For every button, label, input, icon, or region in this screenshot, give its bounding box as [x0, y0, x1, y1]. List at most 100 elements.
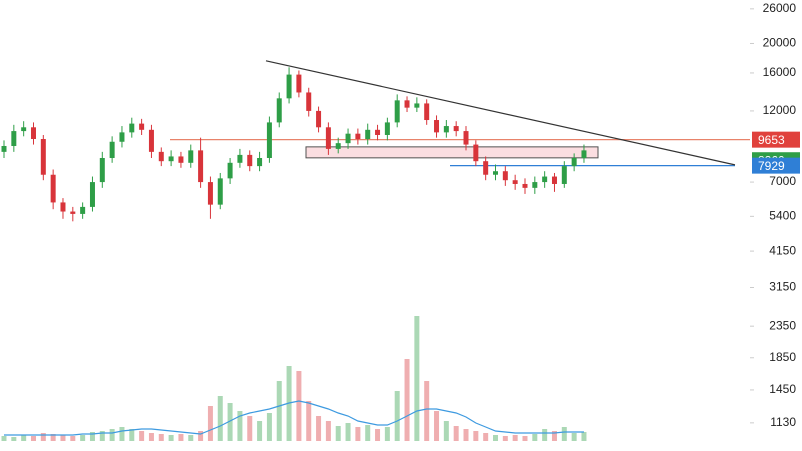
volume-bar — [60, 435, 66, 441]
candle-body — [139, 123, 145, 130]
volume-bar — [463, 429, 469, 441]
volume-bar — [237, 411, 243, 441]
candle-body — [404, 100, 410, 108]
volume-bar — [414, 316, 420, 441]
volume-bar — [276, 381, 282, 441]
volume-bar — [217, 396, 223, 441]
volume-ma-line — [4, 400, 584, 436]
candle-body — [89, 182, 95, 207]
candle-body — [561, 166, 567, 184]
candle-body — [30, 127, 36, 140]
candle-body — [394, 100, 400, 123]
candle-body — [40, 139, 46, 175]
candle-body — [286, 74, 292, 99]
candle-body — [355, 133, 361, 140]
y-tick-label: 3150 — [769, 280, 796, 294]
price-label-box — [752, 131, 800, 148]
volume-bar — [306, 401, 312, 441]
candle-body — [463, 131, 469, 145]
volume-bar — [453, 426, 459, 441]
volume-bar — [502, 436, 508, 441]
price-label: 9653 — [758, 133, 785, 147]
y-tick-label: 5400 — [769, 209, 796, 223]
volume-bar — [551, 431, 557, 441]
volume-bar — [316, 416, 322, 441]
volume-bar — [296, 371, 302, 441]
candle-body — [99, 158, 105, 183]
volume-bar — [148, 433, 154, 441]
volume-bar — [188, 435, 194, 441]
volume-bar — [394, 391, 400, 441]
volume-bar — [266, 413, 272, 441]
volume-bar — [99, 431, 105, 441]
candle-body — [60, 202, 66, 212]
candle-body — [542, 176, 548, 183]
volume-bar — [50, 434, 56, 441]
volume-bar — [493, 435, 498, 441]
y-tick-label: 1130 — [770, 415, 796, 429]
candle-body — [424, 103, 430, 121]
candle-body — [493, 171, 498, 175]
volume-bar — [89, 432, 95, 441]
candle-body — [276, 98, 282, 123]
candle-body — [198, 150, 204, 183]
candle-body — [237, 154, 243, 163]
candle-body — [296, 74, 302, 93]
volume-bar — [70, 436, 76, 441]
candle-body — [11, 131, 17, 146]
candle-body — [443, 126, 449, 133]
volume-bar — [473, 431, 479, 441]
y-tick-label: 2350 — [769, 318, 796, 332]
y-tick-label: 4150 — [769, 243, 796, 257]
y-tick-label: 1850 — [769, 350, 796, 364]
candle-body — [168, 156, 174, 162]
volume-bar — [424, 381, 430, 441]
volume-bar — [30, 436, 36, 441]
volume-bar — [168, 435, 174, 441]
candle-body — [148, 129, 154, 152]
y-tick-label: 7000 — [769, 174, 796, 188]
candle-body — [227, 162, 233, 179]
volume-bar — [80, 435, 86, 441]
volume-bar — [198, 431, 204, 441]
volume-bar — [443, 421, 449, 441]
candle-body — [483, 161, 489, 175]
candle-body — [178, 156, 184, 163]
candle-body — [21, 127, 27, 132]
volume-bar — [375, 429, 381, 441]
volume-bar — [227, 403, 233, 441]
candle-body — [50, 174, 56, 203]
candle-body — [325, 127, 331, 149]
candle-body — [434, 120, 440, 133]
candle-body — [266, 122, 272, 159]
candle-body — [532, 182, 538, 188]
candle-body — [70, 211, 76, 214]
y-tick-label: 12000 — [763, 103, 797, 117]
candle-body — [80, 206, 86, 214]
candle-body — [512, 180, 518, 184]
volume-bar — [158, 434, 164, 441]
candle-body — [207, 182, 213, 205]
candle-body — [571, 158, 577, 167]
volume-bar — [345, 423, 351, 441]
candle-body — [1, 145, 7, 152]
candle-body — [158, 151, 164, 162]
volume-bar — [365, 425, 371, 441]
volume-bar — [247, 416, 253, 441]
volume-bar — [581, 432, 587, 441]
volume-bar — [40, 433, 46, 441]
volume-bar — [335, 426, 341, 441]
candle-body — [384, 122, 390, 135]
volume-bar — [571, 433, 577, 441]
candle-body — [247, 154, 253, 167]
candle-body — [551, 176, 557, 184]
volume-bar — [384, 427, 390, 441]
volume-bar — [532, 434, 538, 441]
zone-box — [305, 146, 599, 159]
volume-bar — [522, 436, 528, 441]
candle-body — [217, 178, 223, 205]
volume-bar — [483, 433, 489, 441]
y-tick-label: 16000 — [763, 65, 797, 79]
candle-body — [316, 110, 322, 128]
